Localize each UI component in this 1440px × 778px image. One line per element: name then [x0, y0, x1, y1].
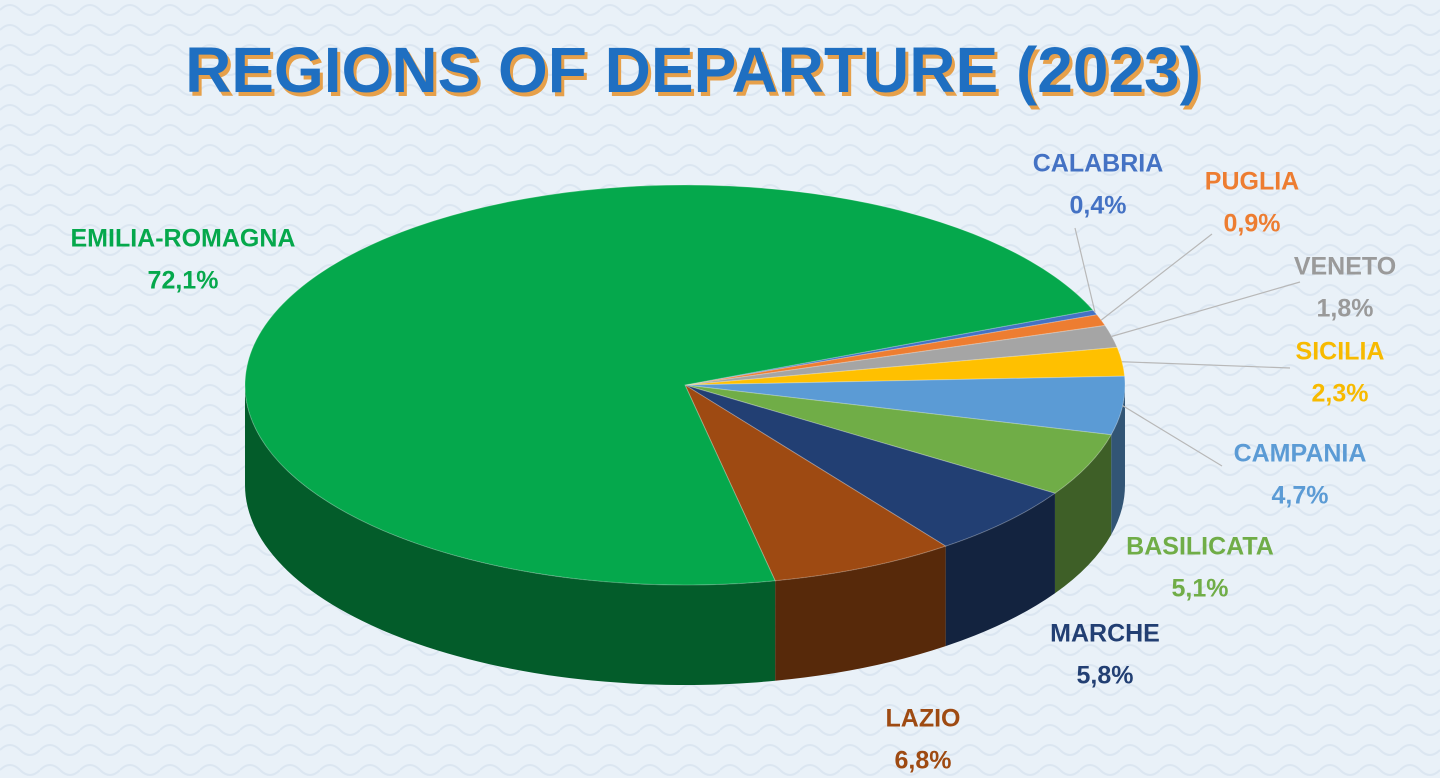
leader-line [1100, 233, 1213, 321]
value-label: 4,7% [1272, 482, 1329, 510]
slice [684, 375, 1126, 436]
slice-label: CAMPANIA [1234, 440, 1367, 468]
chart-title: REGIONS OF DEPARTURE (2023) [185, 34, 1201, 106]
slice-side [945, 493, 1055, 647]
leader-line [1074, 227, 1096, 313]
slice-label: VENETO [1294, 253, 1396, 281]
slice-label: EMILIA-ROMAGNA [71, 225, 296, 253]
slice-label: LAZIO [886, 705, 961, 733]
slice-label: SICILIA [1296, 338, 1385, 366]
value-label: 0,4% [1070, 192, 1127, 220]
slice [244, 184, 1094, 586]
slice-side [245, 385, 776, 685]
leader-line [1111, 281, 1301, 337]
slice-side [1111, 385, 1125, 535]
slice [684, 346, 1126, 386]
slice [684, 324, 1118, 386]
value-label: 0,9% [1224, 210, 1281, 238]
value-label: 5,8% [1077, 662, 1134, 690]
slice [684, 384, 1057, 547]
slice [684, 309, 1098, 386]
value-label: 72,1% [148, 267, 219, 295]
leader-line [1122, 405, 1223, 467]
leader-line [1121, 361, 1291, 369]
slice-side [775, 546, 946, 681]
value-label: 1,8% [1317, 295, 1374, 323]
value-label: 6,8% [895, 747, 952, 775]
chart-title-shadow: REGIONS OF DEPARTURE (2023) [188, 38, 1204, 110]
slice-label: PUGLIA [1205, 168, 1299, 196]
value-label: 2,3% [1312, 380, 1369, 408]
slice-label: MARCHE [1050, 620, 1160, 648]
slice-side [1054, 434, 1112, 594]
slice-label: CALABRIA [1033, 150, 1164, 178]
value-label: 5,1% [1172, 575, 1229, 603]
slice [683, 383, 947, 582]
slice-label: BASILICATA [1126, 533, 1274, 561]
slice [684, 384, 1112, 494]
